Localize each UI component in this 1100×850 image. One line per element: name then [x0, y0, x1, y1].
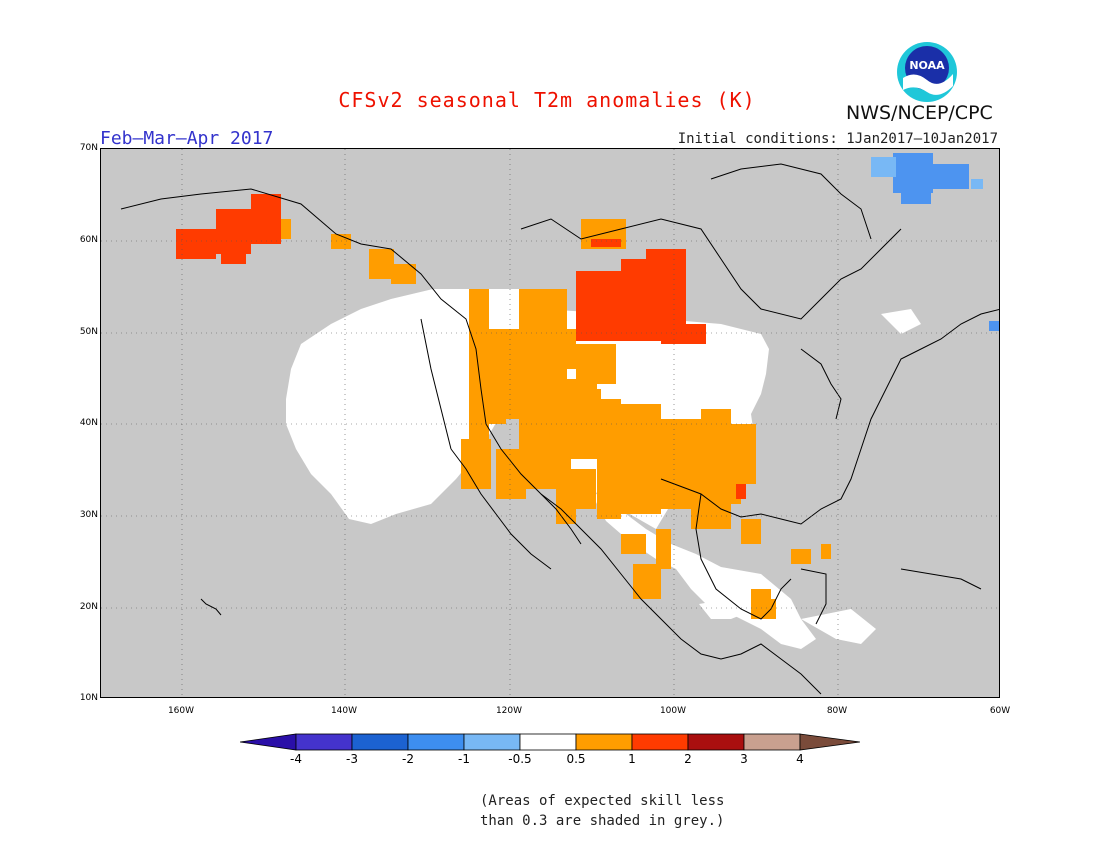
lat-label-60n: 60N — [79, 235, 98, 245]
colorbar-label: -2 — [402, 752, 414, 766]
lat-label-70n: 70N — [79, 143, 98, 153]
colorbar-arrow-left — [240, 733, 297, 751]
colorbar-label: 3 — [740, 752, 748, 766]
anomaly-red — [176, 194, 746, 499]
colorbar-swatch — [575, 733, 633, 751]
lat-label-40n: 40N — [79, 418, 98, 428]
colorbar-label: -1 — [458, 752, 470, 766]
chart-title: CFSv2 seasonal T2m anomalies (K) — [338, 88, 756, 112]
lon-label-100w: 100W — [659, 706, 687, 716]
colorbar-swatch — [687, 733, 745, 751]
colorbar-label: -0.5 — [508, 752, 532, 766]
colorbar-label: -4 — [290, 752, 302, 766]
map-panel — [100, 148, 1000, 698]
colorbar — [240, 733, 860, 751]
colorbar-swatch — [519, 733, 577, 751]
colorbar-label: -3 — [346, 752, 358, 766]
lat-label-50n: 50N — [79, 327, 98, 337]
anomaly-blue — [893, 153, 999, 331]
lon-label-120w: 120W — [495, 706, 523, 716]
colorbar-label: 2 — [684, 752, 692, 766]
lat-label-10n: 10N — [79, 693, 98, 703]
skill-note: (Areas of expected skill less than 0.3 a… — [480, 791, 724, 831]
season-label: Feb–Mar–Apr 2017 — [100, 128, 274, 149]
lon-label-80w: 80W — [826, 706, 848, 716]
colorbar-swatch — [351, 733, 409, 751]
colorbar-arrow-right — [799, 733, 860, 751]
colorbar-label: 1 — [628, 752, 636, 766]
colorbar-swatch — [407, 733, 465, 751]
agency-label: NWS/NCEP/CPC — [846, 102, 993, 124]
graticule — [101, 149, 999, 697]
anomaly-orange — [271, 219, 831, 619]
colorbar-swatch — [295, 733, 353, 751]
skill-note-line: (Areas of expected skill less — [480, 793, 725, 809]
anomaly-map — [101, 149, 999, 697]
lon-label-140w: 140W — [330, 706, 358, 716]
noaa-logo-icon: NOAA — [897, 42, 957, 102]
initial-conditions-label: Initial conditions: 1Jan2017–10Jan2017 — [677, 131, 998, 147]
lat-label-20n: 20N — [79, 602, 98, 612]
coastlines — [120, 163, 999, 695]
colorbar-swatch — [743, 733, 801, 751]
colorbar-label: 4 — [796, 752, 804, 766]
svg-text:NOAA: NOAA — [909, 59, 945, 72]
colorbar-swatch — [631, 733, 689, 751]
colorbar-label: 0.5 — [566, 752, 586, 766]
lon-label-160w: 160W — [167, 706, 195, 716]
lat-label-30n: 30N — [79, 510, 98, 520]
colorbar-swatch — [463, 733, 521, 751]
skill-note-line: than 0.3 are shaded in grey.) — [480, 813, 725, 829]
lon-label-60w: 60W — [989, 706, 1011, 716]
